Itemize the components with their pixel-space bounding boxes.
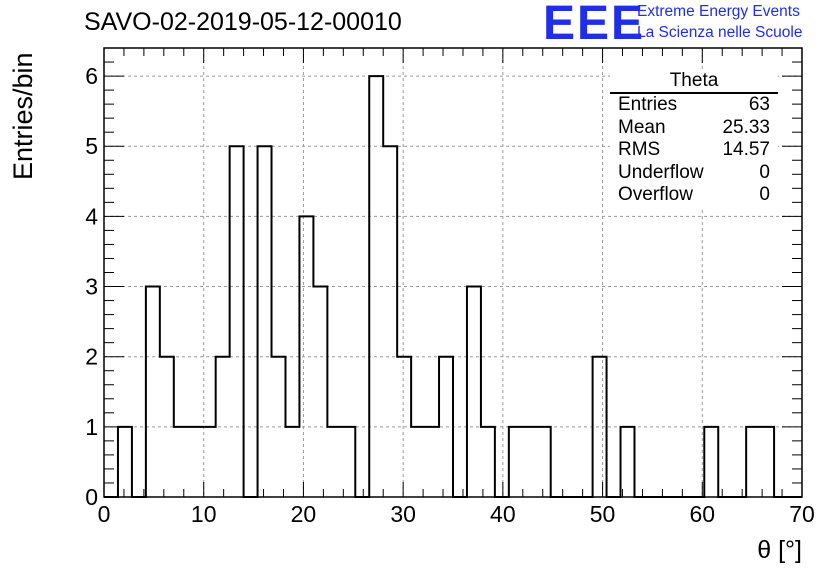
x-tick-label: 30 [390, 501, 416, 527]
histogram-bin [341, 427, 355, 497]
stats-label: Entries [618, 94, 678, 115]
x-tick-label: 60 [689, 501, 715, 527]
histogram-bin [327, 427, 341, 497]
eee-logo-line2: La Scienza nelle Scuole [637, 24, 803, 41]
stats-row-mean: Mean 25.33 [610, 117, 778, 140]
histogram-bin [509, 427, 523, 497]
histogram-bin [411, 427, 425, 497]
stats-value: 14.57 [722, 139, 770, 160]
stats-row-rms: RMS 14.57 [610, 139, 778, 162]
x-tick-label: 50 [590, 501, 616, 527]
histogram-bin [383, 146, 397, 497]
y-tick-label: 6 [85, 63, 98, 89]
stats-box: Theta Entries 63 Mean 25.33 RMS 14.57 Un… [610, 70, 778, 207]
histogram-bin [299, 216, 313, 497]
histogram-bin [523, 427, 537, 497]
histogram-bin [621, 427, 635, 497]
x-tick-label: 10 [191, 501, 217, 527]
histogram-bin [174, 427, 188, 497]
chart-title: SAVO-02-2019-05-12-00010 [84, 8, 402, 36]
y-tick-label: 2 [85, 344, 98, 370]
histogram-bin [704, 427, 718, 497]
plot-frame [103, 47, 803, 498]
stats-row-overflow: Overflow 0 [610, 184, 778, 207]
x-tick-label: 70 [789, 501, 815, 527]
y-tick-label: 4 [85, 203, 98, 229]
stats-label: Mean [618, 116, 666, 138]
stats-title: Theta [610, 70, 778, 94]
stats-label: Overflow [618, 184, 693, 205]
histogram-bin [118, 427, 132, 497]
x-tick-label: 20 [291, 501, 317, 527]
stats-value: 63 [748, 94, 770, 115]
histogram-bin [760, 427, 774, 497]
stats-row-entries: Entries 63 [610, 94, 778, 117]
histogram-bin [425, 427, 439, 497]
histogram-bin [146, 287, 160, 497]
histogram-bin [313, 287, 327, 497]
histogram-bin [285, 427, 299, 497]
histogram-bin [258, 146, 272, 497]
histogram-bin [216, 357, 230, 497]
stats-row-underflow: Underflow 0 [610, 162, 778, 185]
eee-logo-mark: EEE [543, 0, 646, 50]
histogram-bin [746, 427, 760, 497]
histogram-bin [481, 427, 495, 497]
y-tick-label: 3 [85, 274, 98, 300]
x-tick-label: 40 [490, 501, 516, 527]
stats-value: 0 [759, 161, 770, 183]
y-tick-label: 5 [85, 133, 98, 159]
histogram-bin [537, 427, 551, 497]
histogram-bin [230, 146, 244, 497]
stats-value: 25.33 [722, 116, 770, 138]
histogram-bin [188, 427, 202, 497]
stats-label: RMS [618, 139, 661, 160]
stats-label: Underflow [618, 161, 704, 183]
x-axis-label: θ [°] [757, 536, 802, 564]
x-tick-label: 0 [98, 501, 111, 527]
y-tick-label: 1 [85, 414, 98, 440]
histogram-bin [467, 287, 481, 497]
eee-logo-line1: Extreme Energy Events [637, 3, 800, 20]
stats-value: 0 [759, 184, 770, 205]
y-axis-label: Entries/bin [8, 52, 38, 180]
y-tick-label: 0 [85, 484, 98, 510]
